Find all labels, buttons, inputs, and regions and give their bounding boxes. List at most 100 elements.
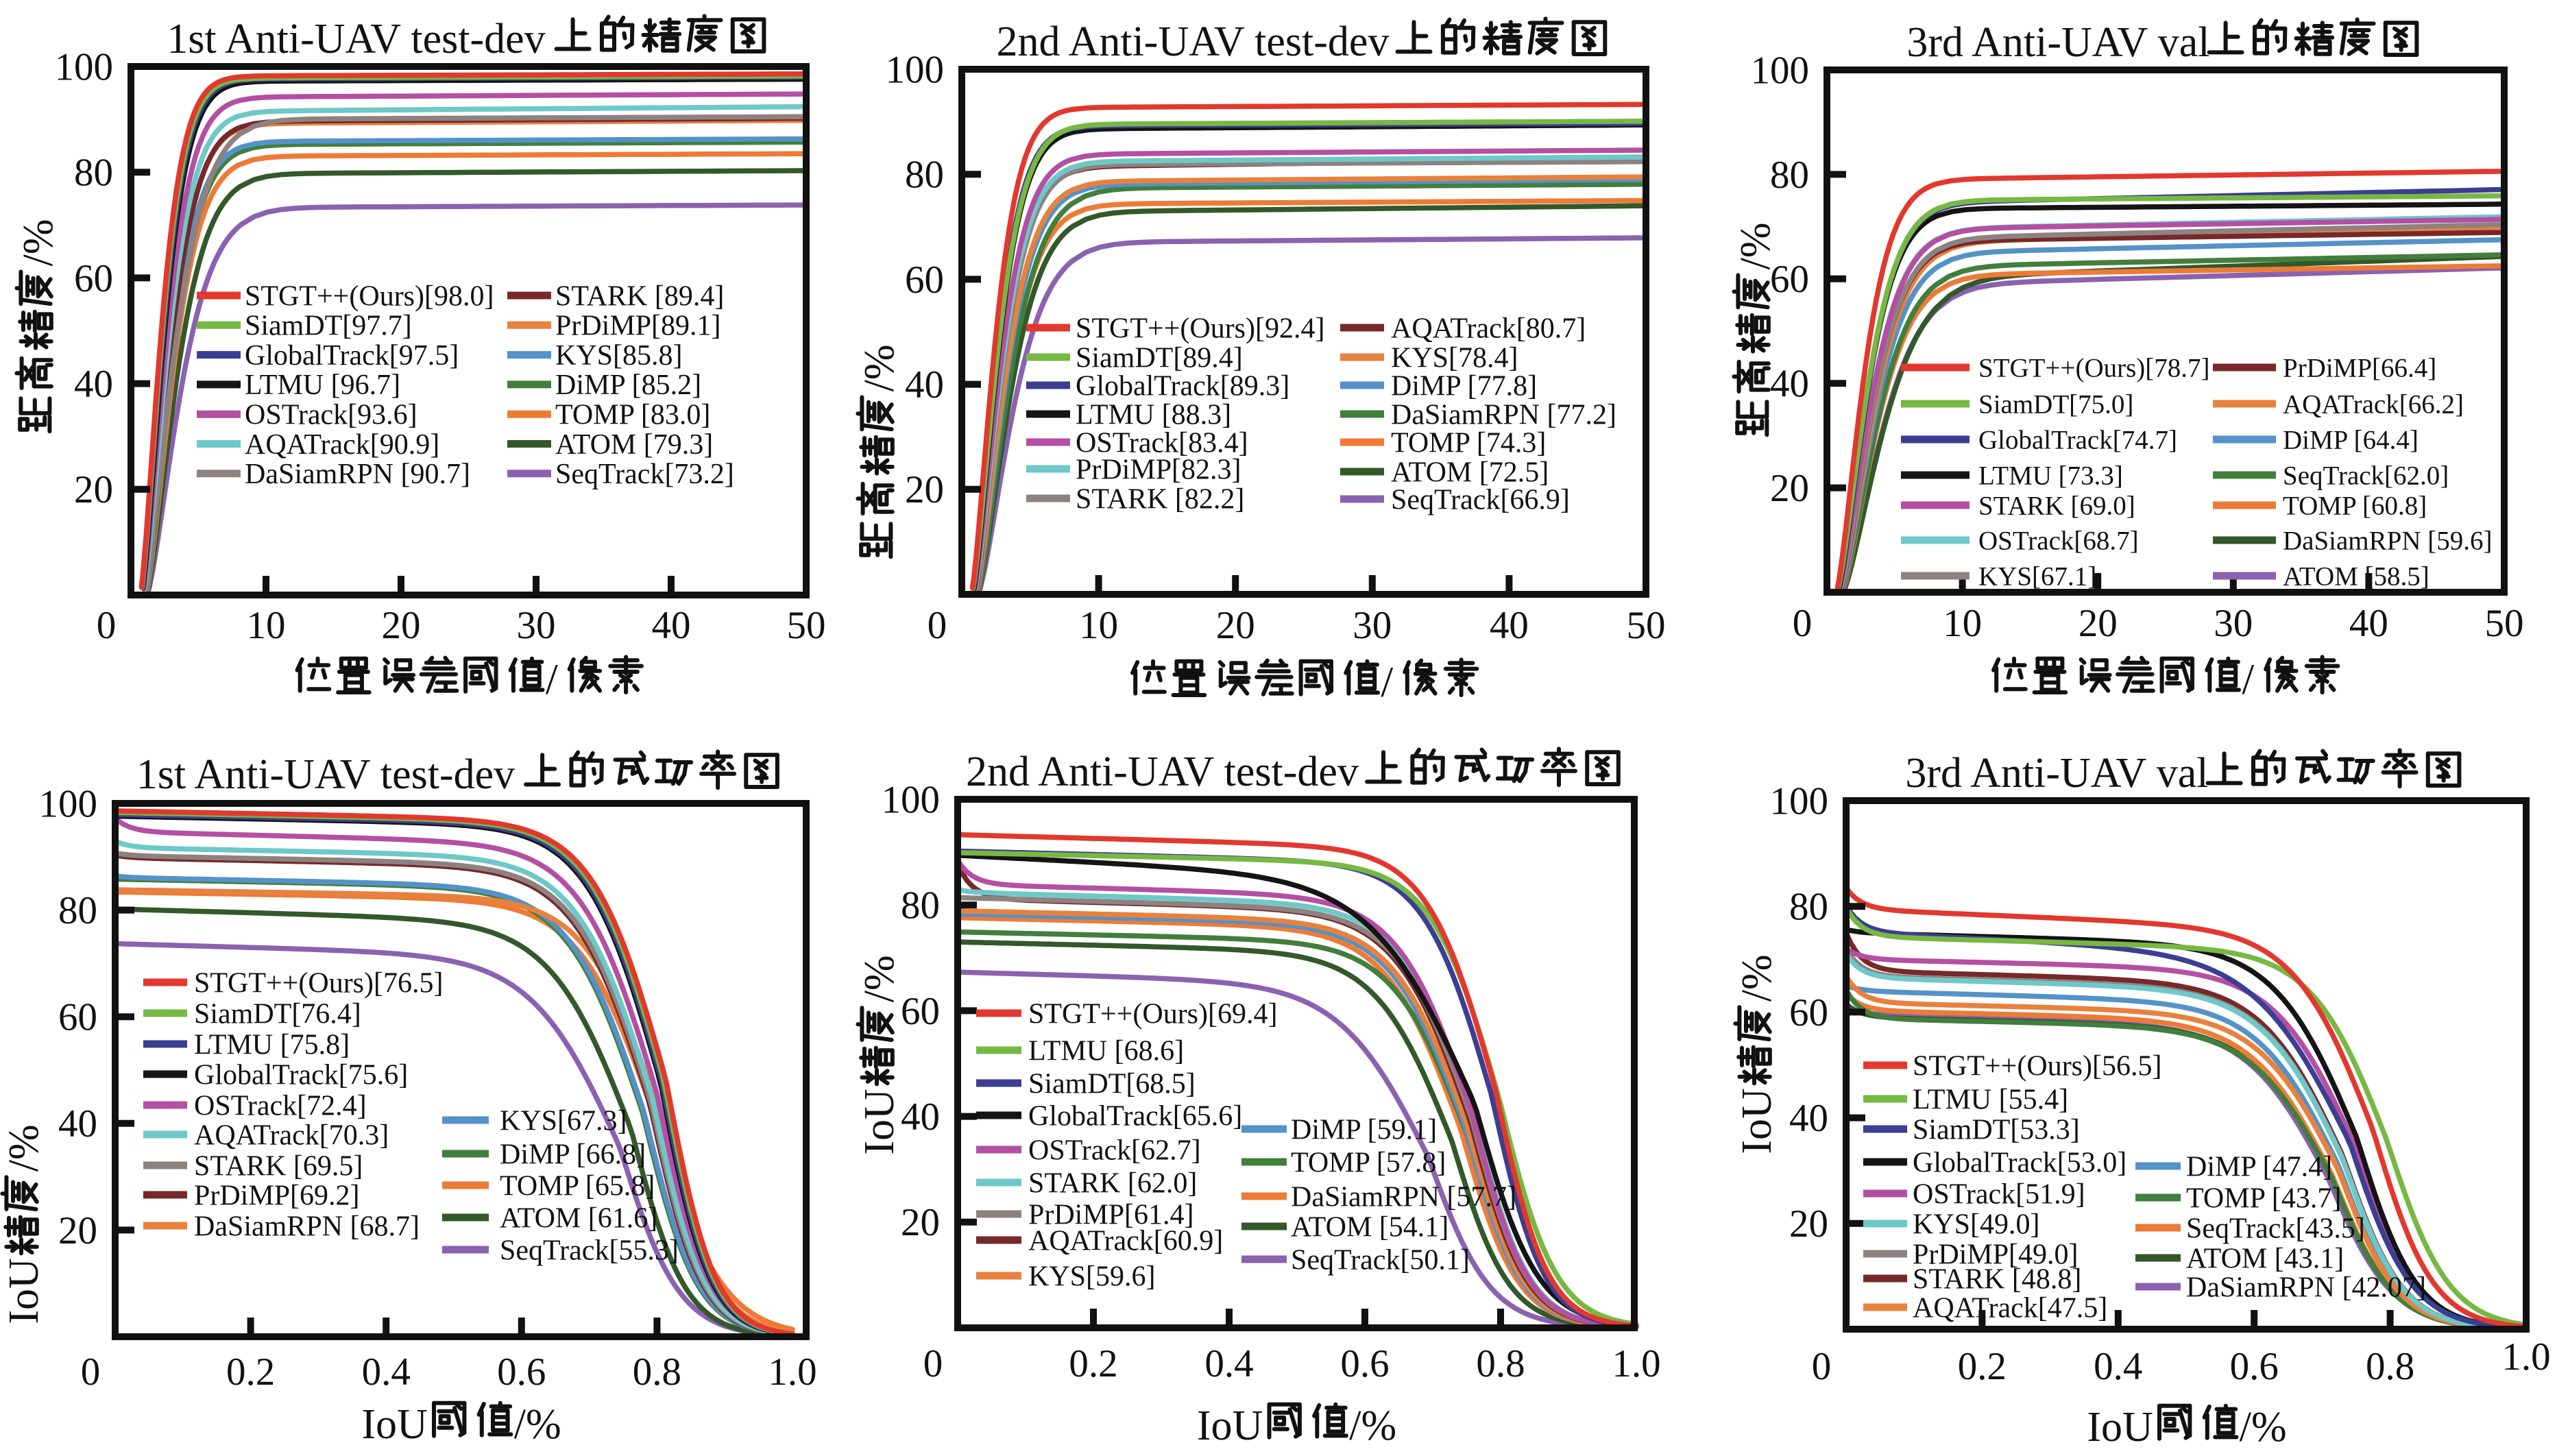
svg-text:/%: /% (1349, 1403, 1396, 1449)
svg-text:PrDiMP[82.3]: PrDiMP[82.3] (1076, 454, 1241, 485)
svg-text:1.0: 1.0 (2501, 1335, 2550, 1379)
svg-text:/%: /% (856, 955, 903, 1002)
svg-text:0.6: 0.6 (2230, 1345, 2279, 1388)
svg-text:ATOM [43.1]: ATOM [43.1] (2186, 1243, 2344, 1274)
svg-text:STARK [69.0]: STARK [69.0] (1978, 491, 2135, 520)
svg-text:20: 20 (58, 1209, 97, 1252)
svg-text:IoU: IoU (856, 1089, 903, 1154)
svg-text:STGT++(Ours)[98.0]: STGT++(Ours)[98.0] (245, 280, 494, 312)
svg-text:TOMP [65.8]: TOMP [65.8] (500, 1170, 655, 1202)
svg-text:AQATrack[70.3]: AQATrack[70.3] (194, 1119, 389, 1151)
svg-text:80: 80 (1789, 886, 1828, 929)
svg-text:DiMP [77.8]: DiMP [77.8] (1391, 370, 1537, 402)
svg-text:1.0: 1.0 (768, 1350, 816, 1394)
svg-text:AQATrack[47.5]: AQATrack[47.5] (1913, 1292, 2107, 1324)
svg-text:20: 20 (382, 604, 421, 647)
svg-text:OSTrack[83.4]: OSTrack[83.4] (1076, 427, 1248, 459)
svg-text:SeqTrack[43.5]: SeqTrack[43.5] (2186, 1213, 2365, 1244)
svg-text:ATOM [58.5]: ATOM [58.5] (2283, 561, 2429, 591)
svg-text:DiMP [85.2]: DiMP [85.2] (555, 369, 701, 401)
svg-text:60: 60 (1789, 991, 1828, 1034)
svg-text:0.4: 0.4 (362, 1350, 411, 1394)
svg-text:OSTrack[62.7]: OSTrack[62.7] (1028, 1135, 1201, 1166)
svg-text:PrDiMP[61.4]: PrDiMP[61.4] (1028, 1199, 1194, 1230)
svg-text:30: 30 (1353, 604, 1392, 647)
svg-text:30: 30 (517, 604, 556, 647)
svg-text:STGT++(Ours)[78.7]: STGT++(Ours)[78.7] (1978, 353, 2210, 383)
svg-text:DaSiamRPN [42.07]: DaSiamRPN [42.07] (2186, 1272, 2426, 1303)
svg-text:60: 60 (1770, 258, 1809, 301)
svg-text:1st Anti-UAV test-dev: 1st Anti-UAV test-dev (136, 751, 515, 798)
svg-text:/: / (546, 655, 558, 703)
svg-text:40: 40 (652, 604, 691, 647)
svg-text:20: 20 (1789, 1202, 1828, 1246)
svg-text:2nd Anti-UAV test-dev: 2nd Anti-UAV test-dev (997, 19, 1390, 65)
svg-text:PrDiMP[89.1]: PrDiMP[89.1] (555, 311, 721, 342)
svg-text:40: 40 (1490, 604, 1529, 647)
svg-text:STGT++(Ours)[92.4]: STGT++(Ours)[92.4] (1076, 313, 1324, 344)
svg-text:100: 100 (1751, 49, 1810, 92)
svg-text:3rd Anti-UAV val: 3rd Anti-UAV val (1905, 750, 2208, 797)
svg-text:60: 60 (58, 996, 97, 1039)
svg-text:GlobalTrack[75.6]: GlobalTrack[75.6] (194, 1059, 408, 1091)
svg-text:LTMU [75.8]: LTMU [75.8] (194, 1029, 350, 1060)
svg-text:PrDiMP[69.2]: PrDiMP[69.2] (194, 1180, 360, 1211)
svg-text:ATOM [54.1]: ATOM [54.1] (1291, 1211, 1449, 1243)
svg-text:40: 40 (905, 363, 944, 407)
svg-text:/%: /% (514, 1401, 561, 1448)
svg-text:80: 80 (58, 889, 97, 932)
svg-text:GlobalTrack[74.7]: GlobalTrack[74.7] (1978, 425, 2177, 454)
svg-text:1st Anti-UAV test-dev: 1st Anti-UAV test-dev (167, 16, 545, 62)
svg-text:20: 20 (1216, 604, 1255, 647)
svg-text:10: 10 (1079, 604, 1118, 647)
svg-text:DaSiamRPN [59.6]: DaSiamRPN [59.6] (2283, 526, 2493, 555)
svg-text:80: 80 (1770, 154, 1809, 197)
svg-text:LTMU [68.6]: LTMU [68.6] (1028, 1035, 1184, 1067)
svg-text:SeqTrack[73.2]: SeqTrack[73.2] (555, 459, 734, 490)
svg-text:2nd Anti-UAV test-dev: 2nd Anti-UAV test-dev (966, 749, 1359, 795)
svg-text:GlobalTrack[89.3]: GlobalTrack[89.3] (1076, 370, 1289, 402)
svg-text:STGT++(Ours)[56.5]: STGT++(Ours)[56.5] (1913, 1050, 2161, 1082)
svg-text:0.8: 0.8 (2366, 1345, 2414, 1388)
svg-text:GlobalTrack[97.5]: GlobalTrack[97.5] (245, 340, 459, 372)
svg-text:SiamDT[75.0]: SiamDT[75.0] (1978, 389, 2133, 419)
svg-text:DaSiamRPN [68.7]: DaSiamRPN [68.7] (194, 1211, 420, 1242)
svg-text:STARK [69.5]: STARK [69.5] (194, 1150, 363, 1182)
svg-text:STARK [82.2]: STARK [82.2] (1076, 483, 1244, 515)
svg-text:KYS[67.3]: KYS[67.3] (500, 1105, 627, 1137)
svg-text:KYS[67.1]: KYS[67.1] (1978, 561, 2096, 591)
svg-text:50: 50 (2485, 602, 2524, 645)
svg-text:OSTrack[72.4]: OSTrack[72.4] (194, 1090, 367, 1121)
svg-text:STARK [48.8]: STARK [48.8] (1913, 1263, 2081, 1295)
svg-text:SeqTrack[62.0]: SeqTrack[62.0] (2283, 461, 2449, 490)
svg-text:0: 0 (928, 604, 947, 647)
svg-text:DiMP [59.1]: DiMP [59.1] (1291, 1114, 1437, 1145)
svg-text:20: 20 (901, 1201, 940, 1244)
svg-text:ATOM [72.5]: ATOM [72.5] (1391, 457, 1549, 488)
svg-text:20: 20 (74, 468, 113, 511)
svg-text:SiamDT[89.4]: SiamDT[89.4] (1076, 342, 1243, 374)
svg-text:AQATrack[80.7]: AQATrack[80.7] (1391, 313, 1586, 344)
svg-text:10: 10 (247, 604, 286, 647)
svg-text:10: 10 (1943, 602, 1982, 645)
svg-text:LTMU [96.7]: LTMU [96.7] (245, 369, 400, 401)
svg-text:100: 100 (55, 45, 114, 88)
svg-text:SeqTrack[50.1]: SeqTrack[50.1] (1291, 1244, 1470, 1276)
svg-text:20: 20 (905, 468, 944, 511)
svg-text:/%: /% (15, 219, 62, 267)
svg-text:DaSiamRPN [77.2]: DaSiamRPN [77.2] (1391, 399, 1616, 430)
svg-text:/%: /% (2240, 1404, 2287, 1451)
svg-text:50: 50 (787, 604, 826, 647)
svg-text:PrDiMP[66.4]: PrDiMP[66.4] (2283, 353, 2436, 383)
svg-text:40: 40 (901, 1095, 940, 1139)
svg-text:OSTrack[93.6]: OSTrack[93.6] (245, 400, 417, 431)
svg-text:0.2: 0.2 (1958, 1345, 2007, 1388)
svg-text:SiamDT[68.5]: SiamDT[68.5] (1028, 1068, 1196, 1100)
svg-text:/%: /% (1732, 223, 1779, 270)
svg-text:STARK [89.4]: STARK [89.4] (555, 280, 724, 312)
svg-text:AQATrack[90.9]: AQATrack[90.9] (245, 429, 439, 461)
svg-text:IoU: IoU (1197, 1403, 1263, 1449)
svg-text:100: 100 (1770, 779, 1829, 823)
svg-text:/: / (1381, 657, 1393, 706)
svg-text:TOMP [57.8]: TOMP [57.8] (1291, 1147, 1446, 1178)
